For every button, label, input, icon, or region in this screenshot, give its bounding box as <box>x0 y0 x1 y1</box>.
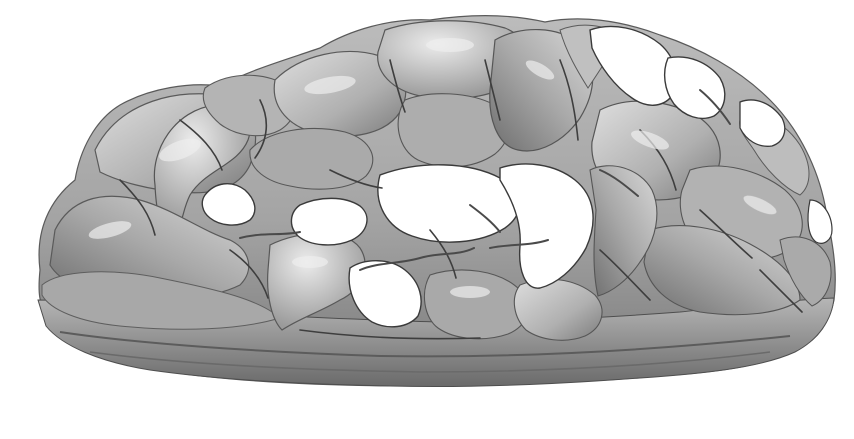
surface-fold <box>779 236 832 307</box>
surface-fold <box>513 278 603 341</box>
surface-gap <box>201 183 256 226</box>
surface-creases <box>119 59 803 340</box>
surface-strands <box>239 89 731 271</box>
surface-fold <box>397 93 510 168</box>
surface-gap <box>807 199 833 244</box>
surface-gap <box>663 56 726 120</box>
surface-base-ridge <box>59 331 791 358</box>
surface-fold <box>249 128 374 190</box>
surface-fold <box>202 74 296 137</box>
surface-fold <box>423 269 529 340</box>
surface-gap <box>290 197 368 246</box>
surface-gap <box>377 164 521 243</box>
surface-base-ridge <box>89 351 771 373</box>
surface-fold <box>589 165 658 297</box>
surface-fold <box>643 225 801 316</box>
surface-highlights <box>88 38 777 298</box>
surface-gap <box>739 99 786 147</box>
surface-fold <box>489 29 594 152</box>
surface-gap <box>499 163 594 289</box>
